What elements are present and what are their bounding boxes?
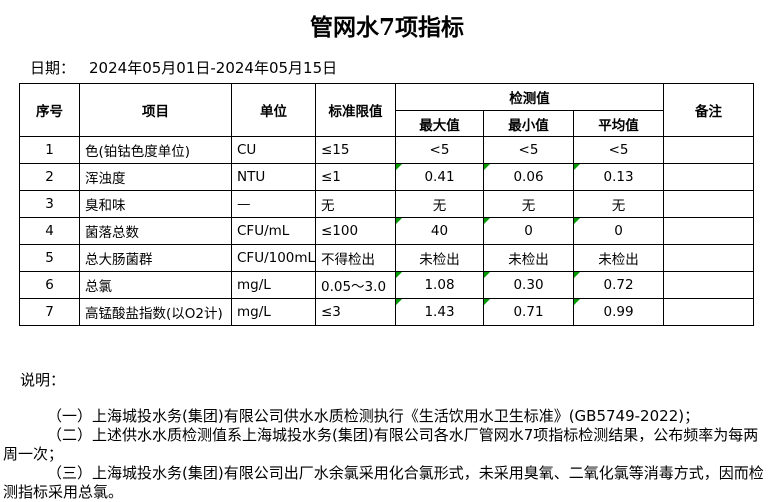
cell-unit: CFU/100mL (231, 244, 316, 272)
note-item-3: （三）上海城投水务(集团)有限公司出厂水余氯采用化合氯形式，未采用臭氧、二氧化氯… (3, 464, 764, 501)
cell-item: 臭和味 (79, 190, 232, 218)
col-header-remark: 备注 (663, 83, 755, 137)
col-header-min: 最小值 (483, 110, 574, 137)
cell-unit: CFU/mL (231, 217, 316, 245)
notes-label: 说明： (20, 371, 66, 389)
col-header-item: 项目 (79, 83, 232, 137)
cell-no: 5 (19, 244, 80, 272)
cell-item: 总大肠菌群 (79, 244, 232, 272)
table-row: 3 臭和味 — 无无无无 (19, 190, 755, 218)
cell-max-value: 无 (395, 190, 484, 218)
cell-min-value: 0.71 (483, 298, 574, 326)
indicators-table-body: 1 色(铂钴色度单位) CU ≤15 <5 <5 <5 2 浑浊度 NTU ≤1 0.41 0.06 0.… (19, 136, 755, 326)
cell-avg-value: 未检出 (572, 244, 665, 272)
cell-no: 2 (19, 163, 80, 191)
table-row: 7 高锰酸盐指数(以O2计) mg/L ≤3 1.43 0.71 0.99 (19, 298, 755, 326)
cell-max-value: 1.43 (395, 298, 484, 326)
cell-avg-value: 0.72 (572, 271, 665, 299)
table-row: 4 菌落总数 CFU/mL ≤100 40 0 0 (19, 217, 755, 245)
cell-remark (663, 217, 755, 245)
cell-item: 浑浊度 (79, 163, 232, 191)
report-page: 管网水7项指标 日期： 2024年05月01日-2024年05月15日 序号 项目… (0, 8, 774, 502)
cell-item: 高锰酸盐指数(以O2计) (79, 298, 232, 326)
note-item-1: （一）上海城投水务(集团)有限公司供水水质检测执行《生活饮用水卫生标准》(GB5… (47, 407, 700, 425)
date-line: 日期： 2024年05月01日-2024年05月15日 (30, 57, 774, 78)
cell-min-value: 未检出 (483, 244, 574, 272)
cell-limit: ≤15 (315, 136, 396, 164)
cell-avg-value: 0.99 (572, 298, 665, 326)
notes-section: （一）上海城投水务(集团)有限公司供水水质检测执行《生活饮用水卫生标准》(GB5… (3, 407, 772, 502)
cell-unit: mg/L (231, 271, 316, 299)
cell-min-value: 0.30 (483, 271, 574, 299)
cell-limit: ≤100 (315, 217, 396, 245)
date-label: 日期： (30, 59, 76, 77)
cell-remark (663, 298, 755, 326)
cell-limit: 不得检出 (315, 244, 396, 272)
cell-no: 1 (19, 136, 80, 164)
cell-max-value: 1.08 (395, 271, 484, 299)
cell-avg-value: <5 (572, 136, 665, 164)
cell-remark (663, 190, 755, 218)
cell-item: 总氯 (79, 271, 232, 299)
note-item-2: （二）上述供水水质检测值系上海城投水务(集团)有限公司各水厂管网水7项指标检测结… (3, 426, 759, 463)
cell-avg-value: 无 (572, 190, 665, 218)
cell-no: 4 (19, 217, 80, 245)
cell-limit: ≤1 (315, 163, 396, 191)
cell-remark (663, 136, 755, 164)
cell-no: 7 (19, 298, 80, 326)
cell-remark (663, 271, 755, 299)
col-header-unit: 单位 (231, 83, 316, 137)
cell-remark (663, 163, 755, 191)
cell-unit: — (231, 190, 316, 218)
cell-limit: 0.05～3.0 (315, 271, 396, 299)
cell-min-value: 无 (483, 190, 574, 218)
cell-unit: NTU (231, 163, 316, 191)
cell-limit: 无 (315, 190, 396, 218)
table-row: 1 色(铂钴色度单位) CU ≤15 <5 <5 <5 (19, 136, 755, 164)
cell-min-value: 0.06 (483, 163, 574, 191)
cell-no: 3 (19, 190, 80, 218)
table-row: 6 总氯 mg/L 0.05～3.0 1.08 0.30 0.72 (19, 271, 755, 299)
cell-unit: mg/L (231, 298, 316, 326)
cell-max-value: 0.41 (395, 163, 484, 191)
col-header-limit: 标准限值 (315, 83, 396, 137)
cell-avg-value: 0.13 (572, 163, 665, 191)
cell-min-value: <5 (483, 136, 574, 164)
cell-limit: ≤3 (315, 298, 396, 326)
table-row: 5 总大肠菌群 CFU/100mL 不得检出 未检出 未检出 未检出 (19, 244, 755, 272)
cell-item: 菌落总数 (79, 217, 232, 245)
table-row: 2 浑浊度 NTU ≤1 0.41 0.06 0.13 (19, 163, 755, 191)
table-header-row-1: 序号 项目 单位 标准限值 检测值 备注 (19, 83, 755, 137)
cell-remark (663, 244, 755, 272)
cell-max-value: 未检出 (395, 244, 484, 272)
cell-min-value: 0 (483, 217, 574, 245)
page-title: 管网水7项指标 (309, 14, 464, 41)
col-header-avg: 平均值 (572, 110, 665, 137)
cell-avg-value: 0 (572, 217, 665, 245)
col-header-no: 序号 (19, 83, 80, 137)
table-header-row-2: 最大值 最小值 平均值 (20, 110, 754, 137)
indicators-table: 序号 项目 单位 标准限值 检测值 备注 最大值 最小值 平均值 1 色(铂钴色度… (19, 83, 755, 326)
cell-max-value: <5 (395, 136, 484, 164)
cell-max-value: 40 (395, 217, 484, 245)
cell-unit: CU (231, 136, 316, 164)
col-header-max: 最大值 (395, 110, 484, 137)
cell-item: 色(铂钴色度单位) (79, 136, 232, 164)
col-header-detection: 检测值 (394, 83, 665, 111)
date-value: 2024年05月01日-2024年05月15日 (89, 59, 338, 77)
cell-no: 6 (19, 271, 80, 299)
